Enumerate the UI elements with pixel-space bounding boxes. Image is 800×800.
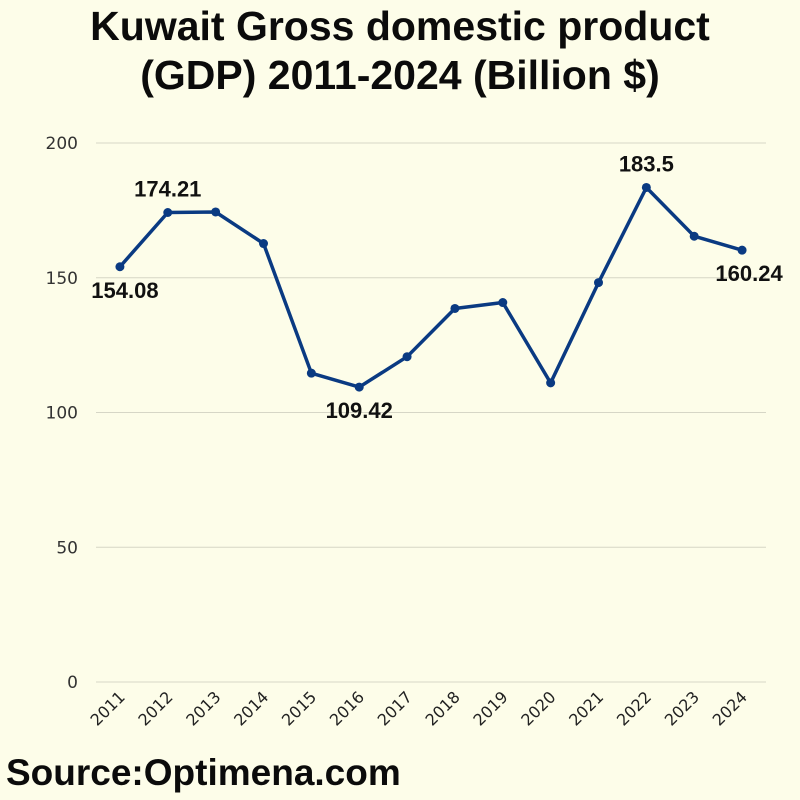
x-tick-label: 2012 <box>134 687 176 729</box>
data-point-2018 <box>450 303 460 313</box>
series-gdp <box>115 182 747 392</box>
data-point-2020 <box>546 378 556 388</box>
data-point-2024 <box>737 245 747 255</box>
data-point-2023 <box>689 231 699 241</box>
data-point-2014 <box>259 239 268 249</box>
data-point-2016 <box>354 382 364 392</box>
source-text: Source:Optimena.com <box>6 752 401 793</box>
x-tick-label: 2014 <box>230 687 272 729</box>
data-point-2019 <box>498 298 508 308</box>
x-tick-label: 2017 <box>374 687 416 729</box>
chart-title-line-2: (GDP) 2011-2024 (Billion $) <box>140 52 660 98</box>
y-tick-label: 200 <box>46 134 78 154</box>
data-point-2015 <box>306 368 316 378</box>
x-tick-label: 2020 <box>517 687 559 729</box>
data-point-2017 <box>402 352 412 362</box>
chart-title-line-1: Kuwait Gross domestic product <box>90 3 710 49</box>
series-line <box>118 185 743 389</box>
x-tick-label: 2019 <box>469 687 511 729</box>
chart-title: Kuwait Gross domestic product (GDP) 2011… <box>0 2 800 100</box>
y-tick-label: 100 <box>46 404 78 424</box>
x-tick-label: 2016 <box>326 687 368 729</box>
grid-lines <box>96 142 766 683</box>
data-labels: 154.08 174.21 109.42 183.5 160.24 <box>91 151 783 423</box>
x-tick-label: 2021 <box>565 687 607 729</box>
data-point-2011 <box>115 262 125 272</box>
x-tick-label: 2023 <box>661 687 703 729</box>
x-axis-ticks: 2011 2012 2013 2014 2015 2016 2017 2018 2019 2020… <box>87 687 751 729</box>
data-label-2012: 174.21 <box>134 177 201 202</box>
x-tick-label: 2013 <box>182 687 224 729</box>
data-point-2013 <box>211 207 221 217</box>
data-point-2012 <box>163 208 173 218</box>
data-label-2024: 160.24 <box>715 261 783 286</box>
data-point-2022 <box>641 182 651 192</box>
y-tick-label: 50 <box>56 538 78 558</box>
x-tick-label: 2011 <box>87 687 129 729</box>
y-tick-label: 150 <box>46 269 78 289</box>
x-tick-label: 2015 <box>278 687 320 729</box>
x-tick-label: 2022 <box>613 687 655 729</box>
data-label-2022: 183.5 <box>619 151 674 176</box>
y-tick-label: 0 <box>67 673 78 693</box>
y-axis-ticks: 0 50 100 150 200 <box>46 134 78 693</box>
data-point-2021 <box>594 278 603 288</box>
x-tick-label: 2018 <box>422 687 464 729</box>
x-tick-label: 2024 <box>709 687 751 729</box>
data-label-2016: 109.42 <box>326 398 393 423</box>
data-label-2011: 154.08 <box>91 278 158 303</box>
